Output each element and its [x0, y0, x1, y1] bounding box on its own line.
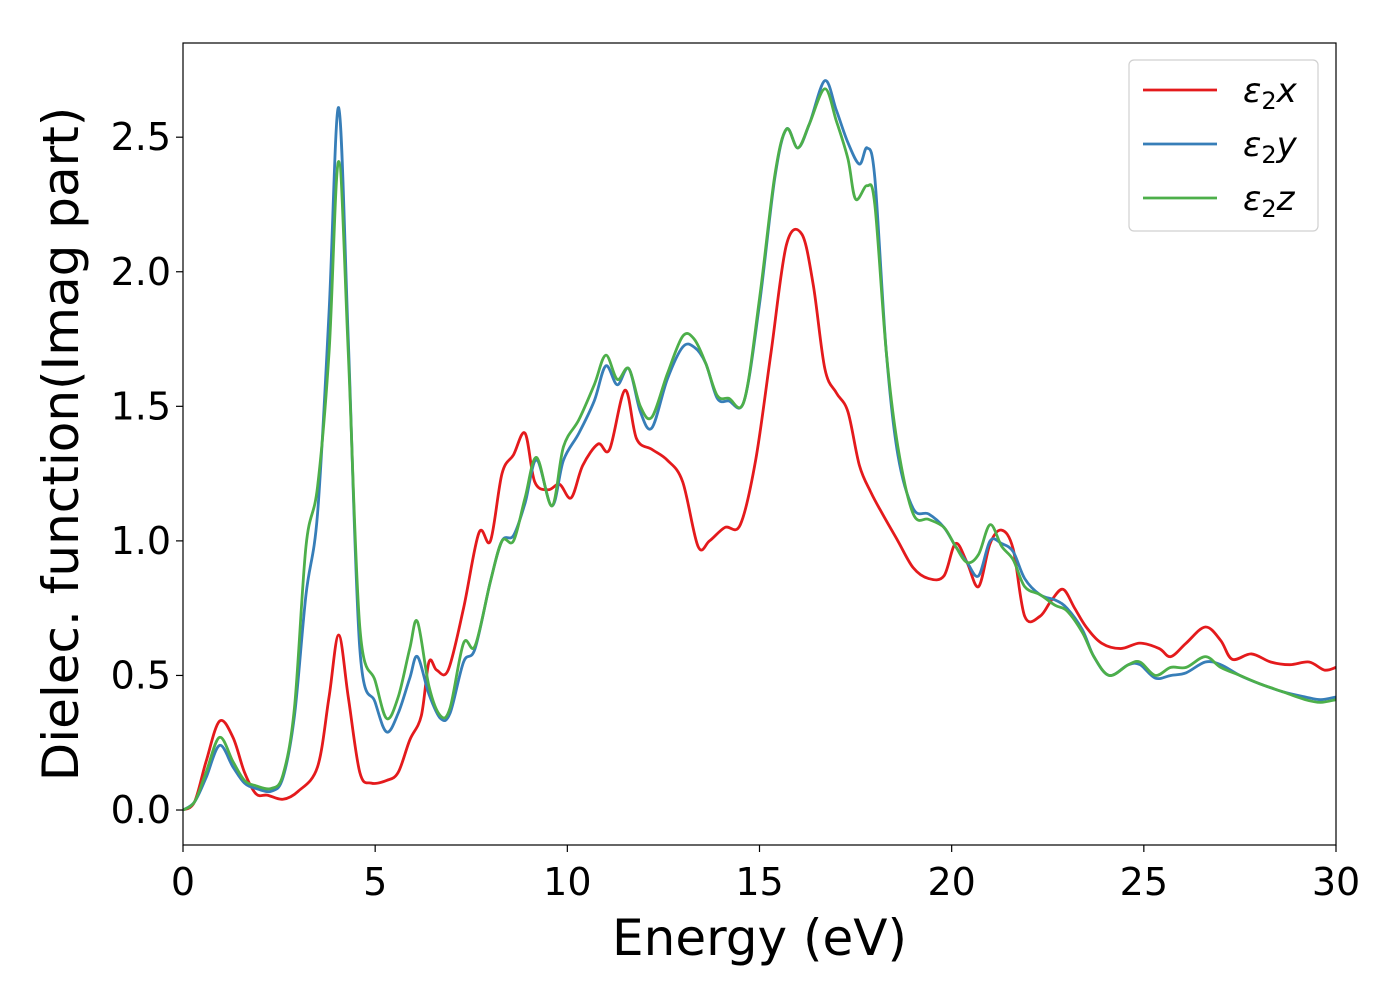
x-tick-label: 10 — [543, 860, 591, 904]
y-axis-label: Dielec. function(Imag part) — [32, 107, 90, 782]
x-tick-label: 15 — [735, 860, 783, 904]
legend-label-x: ε2x — [1243, 71, 1298, 115]
x-axis-ticks: 0 5 10 15 20 25 30 — [171, 845, 1360, 904]
series-line-x — [183, 227, 1336, 812]
legend-box — [1128, 59, 1319, 232]
series-layer — [183, 79, 1336, 812]
x-tick-label: 30 — [1312, 860, 1360, 904]
y-tick-label: 1.5 — [111, 384, 171, 428]
legend-label-z: ε2z — [1243, 179, 1296, 223]
x-tick-label: 25 — [1120, 860, 1168, 904]
x-tick-label: 20 — [927, 860, 975, 904]
y-axis-ticks: 0.0 0.5 1.0 1.5 2.0 2.5 — [111, 115, 183, 832]
y-tick-label: 2.5 — [111, 115, 171, 159]
x-tick-label: 0 — [171, 860, 195, 904]
y-tick-label: 0.5 — [111, 653, 171, 697]
series-line-z — [183, 87, 1336, 812]
y-tick-label: 0.0 — [111, 788, 171, 832]
x-axis-label: Energy (eV) — [612, 909, 907, 967]
x-tick-label: 5 — [363, 860, 387, 904]
y-tick-label: 2.0 — [111, 250, 171, 294]
y-tick-label: 1.0 — [111, 519, 171, 563]
legend: ε2x ε2y ε2z — [1128, 59, 1319, 232]
legend-label-y: ε2y — [1243, 125, 1298, 169]
